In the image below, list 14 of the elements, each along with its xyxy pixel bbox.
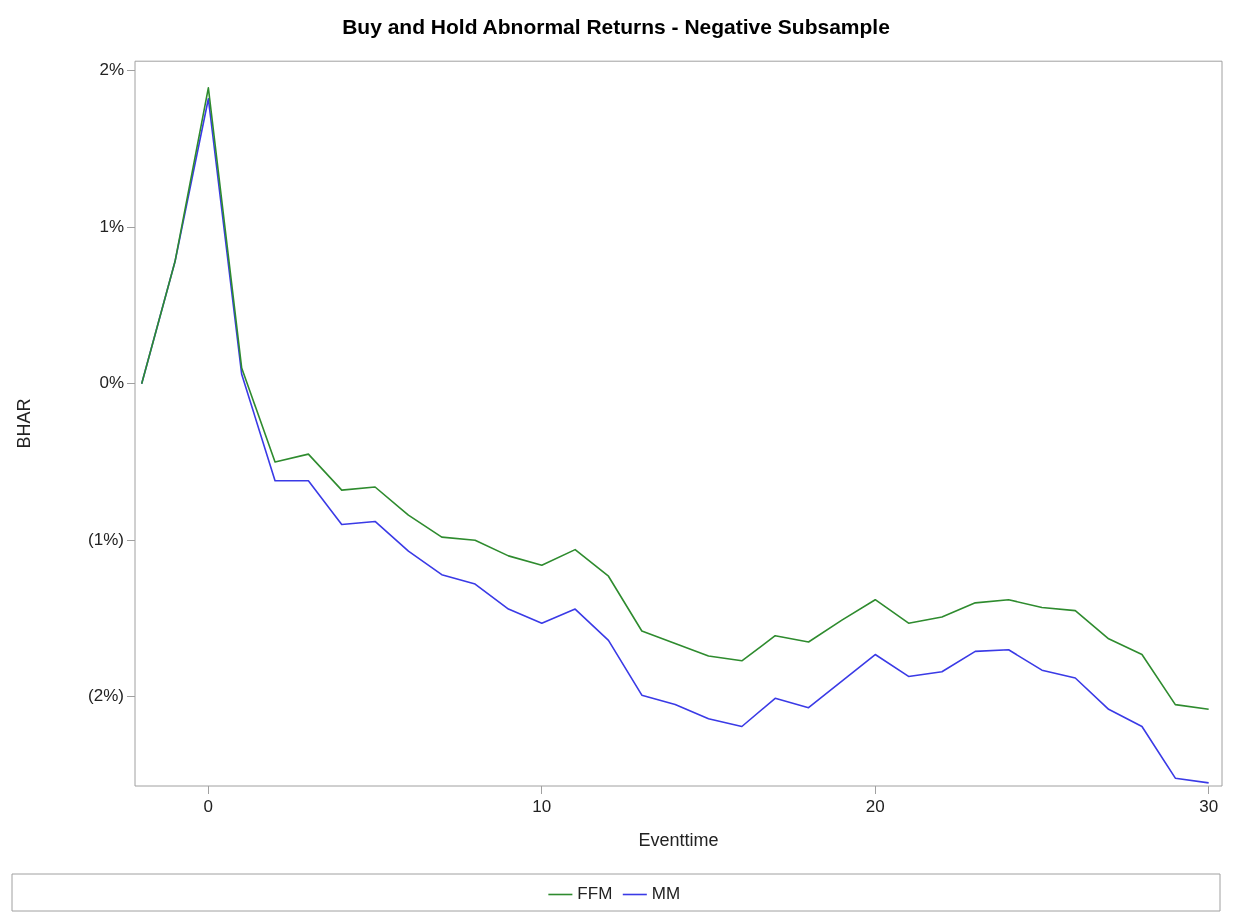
x-tick-label: 10 [532,796,552,816]
chart-title: Buy and Hold Abnormal Returns - Negative Subsample [342,15,890,39]
legend-label: MM [651,884,681,904]
y-tick-label: (1%) [88,529,124,549]
x-axis-title: Eventtime [638,830,719,851]
x-tick-label: 30 [1199,796,1219,816]
y-tick-label: 1% [99,216,124,236]
y-tick-label: (2%) [88,686,124,706]
x-tick-label: 0 [203,796,214,816]
x-tick-label: 20 [865,796,885,816]
y-axis-title: BHAR [13,398,34,449]
y-tick-label: 0% [99,373,124,393]
legend-label: FFM [577,884,613,904]
y-tick-label: 2% [99,60,124,80]
